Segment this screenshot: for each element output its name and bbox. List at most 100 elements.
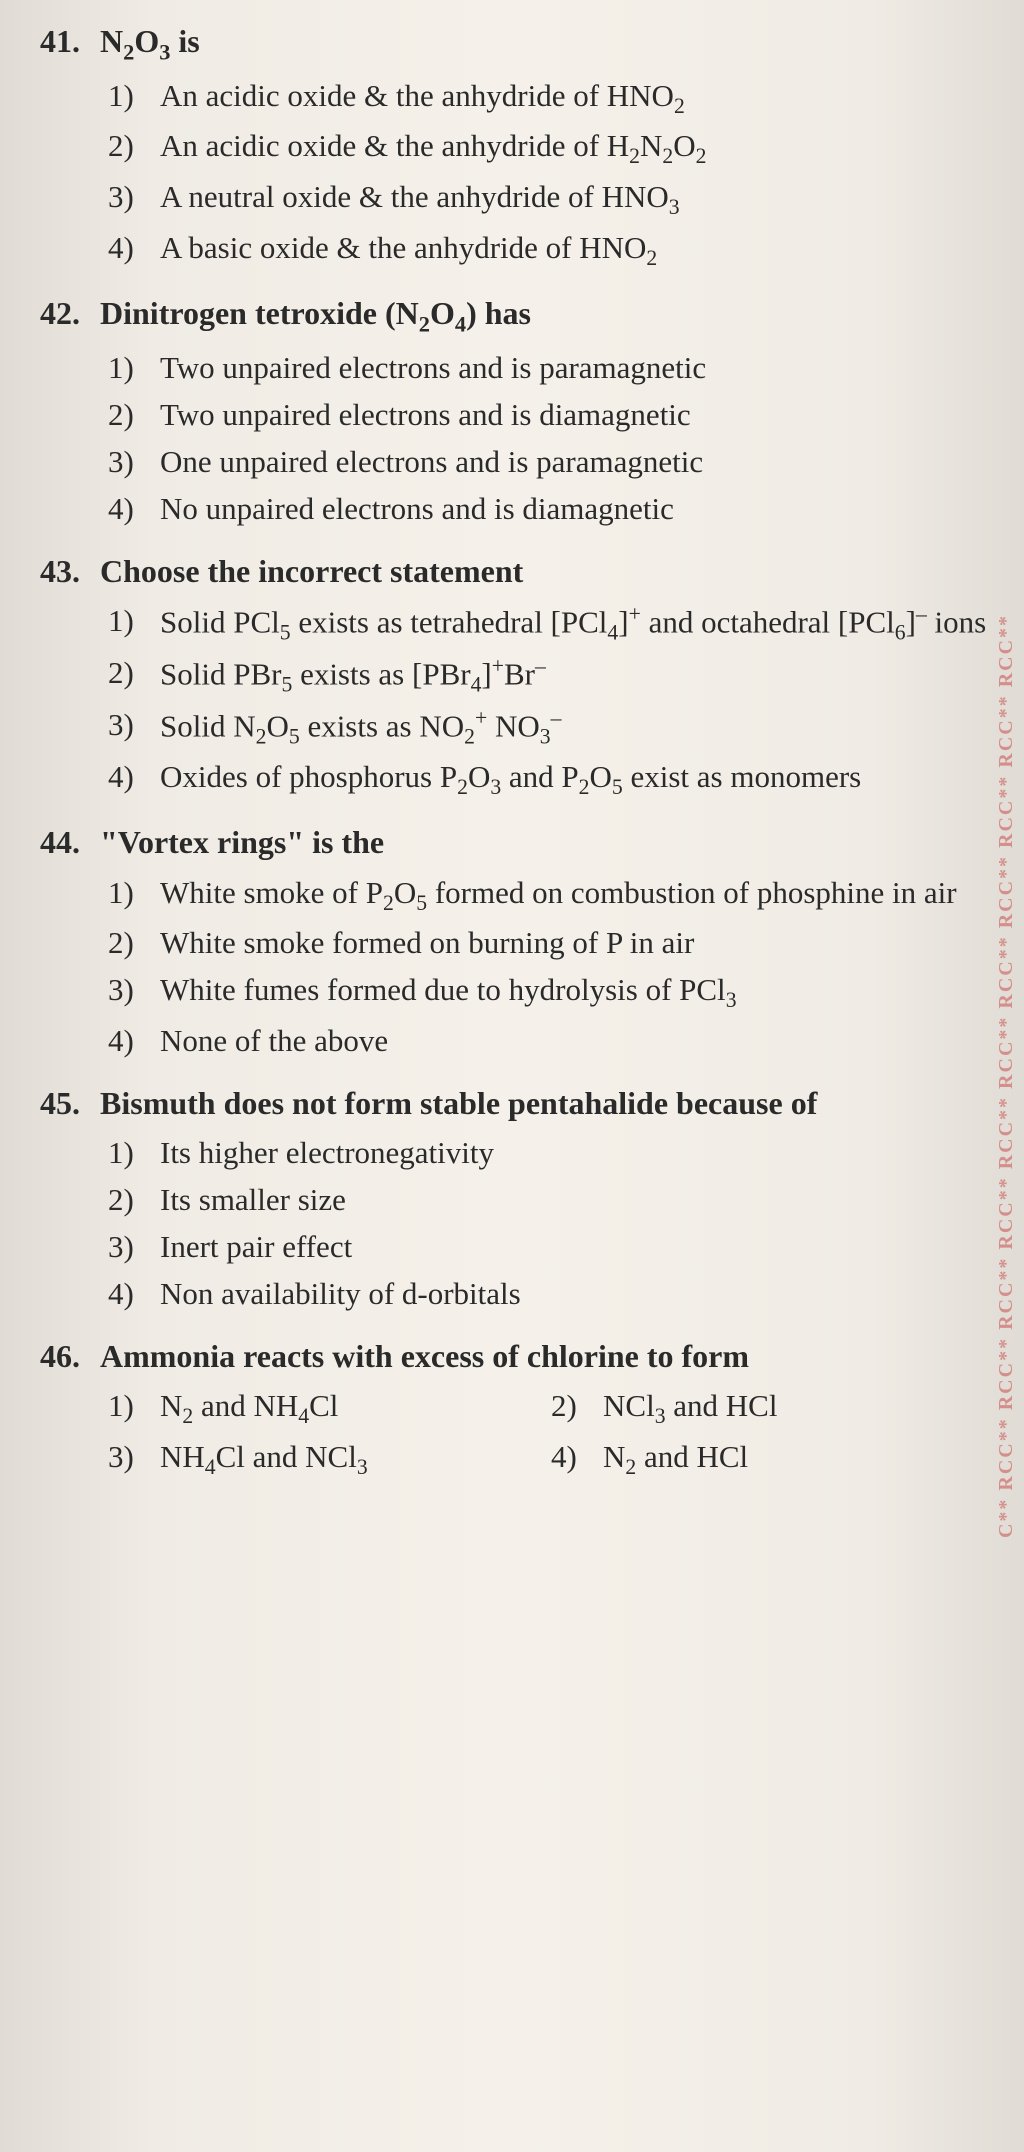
question-number: 42. — [40, 292, 100, 335]
option-number: 1) — [108, 346, 160, 391]
option-number: 2) — [108, 1178, 160, 1223]
option-number: 2) — [551, 1384, 603, 1429]
option-text: Non availability of d-orbitals — [160, 1272, 994, 1317]
question-number: 41. — [40, 20, 100, 63]
question-text: N2O3 is — [100, 20, 994, 68]
option-text: An acidic oxide & the anhydride of H2N2O… — [160, 124, 994, 173]
option: 2)Solid PBr5 exists as [PBr4]+Br– — [108, 651, 994, 701]
option-text: NH4Cl and NCl3 — [160, 1435, 551, 1484]
option: 1)White smoke of P2O5 formed on combusti… — [108, 871, 994, 920]
option-number: 4) — [551, 1435, 603, 1480]
option-text: A neutral oxide & the anhydride of HNO3 — [160, 175, 994, 224]
options-list: 1)Two unpaired electrons and is paramagn… — [108, 346, 994, 532]
question-number: 43. — [40, 550, 100, 593]
question: 44."Vortex rings" is the 1)White smoke of… — [40, 821, 994, 1063]
option-number: 1) — [108, 74, 160, 119]
option-text: Inert pair effect — [160, 1225, 994, 1270]
option-number: 2) — [108, 393, 160, 438]
question-number: 45. — [40, 1082, 100, 1125]
options-list: 1)An acidic oxide & the anhydride of HNO… — [108, 74, 994, 275]
option: 2)An acidic oxide & the anhydride of H2N… — [108, 124, 994, 173]
option-text: Solid N2O5 exists as NO2+ NO3– — [160, 703, 994, 753]
options-list: 1)Solid PCl5 exists as tetrahedral [PCl4… — [108, 599, 994, 804]
question-header: 43.Choose the incorrect statement — [40, 550, 994, 593]
option-number: 4) — [108, 226, 160, 271]
option-text: No unpaired electrons and is diamagnetic — [160, 487, 994, 532]
question-header: 46.Ammonia reacts with excess of chlorin… — [40, 1335, 994, 1378]
option-text: Solid PCl5 exists as tetrahedral [PCl4]+… — [160, 599, 994, 649]
question-header: 45.Bismuth does not form stable pentahal… — [40, 1082, 994, 1125]
option: 2)Its smaller size — [108, 1178, 994, 1223]
option-text: Its smaller size — [160, 1178, 994, 1223]
option: 1)An acidic oxide & the anhydride of HNO… — [108, 74, 994, 123]
question: 43.Choose the incorrect statement1)Solid… — [40, 550, 994, 804]
option: 2)White smoke formed on burning of P in … — [108, 921, 994, 966]
question-header: 41.N2O3 is — [40, 20, 994, 68]
option-text: White smoke of P2O5 formed on combustion… — [160, 871, 994, 920]
option-number: 3) — [108, 1225, 160, 1270]
option: 4)No unpaired electrons and is diamagnet… — [108, 487, 994, 532]
option-number: 1) — [108, 871, 160, 916]
option-number: 3) — [108, 1435, 160, 1480]
option-number: 1) — [108, 599, 160, 644]
option-text: White fumes formed due to hydrolysis of … — [160, 968, 994, 1017]
option-text: N2 and HCl — [603, 1435, 994, 1484]
option-text: White smoke formed on burning of P in ai… — [160, 921, 994, 966]
question-text: Dinitrogen tetroxide (N2O4) has — [100, 292, 994, 340]
option-text: Its higher electronegativity — [160, 1131, 994, 1176]
options-list: 1)Its higher electronegativity2)Its smal… — [108, 1131, 994, 1317]
option-number: 1) — [108, 1384, 160, 1429]
option: 4)None of the above — [108, 1019, 994, 1064]
question-number: 46. — [40, 1335, 100, 1378]
watermark-text: C** RCC** RCC** RCC** RCC** RCC** RCC** … — [995, 614, 1018, 1538]
option: 4)N2 and HCl — [551, 1435, 994, 1484]
question: 45.Bismuth does not form stable pentahal… — [40, 1082, 994, 1317]
option: 1)Two unpaired electrons and is paramagn… — [108, 346, 994, 391]
option: 1)N2 and NH4Cl — [108, 1384, 551, 1433]
option-text: An acidic oxide & the anhydride of HNO2 — [160, 74, 994, 123]
option-text: Oxides of phosphorus P2O3 and P2O5 exist… — [160, 755, 994, 804]
option: 4)Non availability of d-orbitals — [108, 1272, 994, 1317]
option-number: 4) — [108, 1019, 160, 1064]
option: 2)Two unpaired electrons and is diamagne… — [108, 393, 994, 438]
option-number: 2) — [108, 651, 160, 696]
option-number: 4) — [108, 1272, 160, 1317]
option-number: 4) — [108, 487, 160, 532]
questions-container: 41.N2O3 is1)An acidic oxide & the anhydr… — [40, 20, 994, 1485]
page: C** RCC** RCC** RCC** RCC** RCC** RCC** … — [0, 0, 1024, 2152]
option-number: 2) — [108, 124, 160, 169]
options-list: 1)N2 and NH4Cl2)NCl3 and HCl 3)NH4Cl and … — [108, 1384, 994, 1485]
option-text: A basic oxide & the anhydride of HNO2 — [160, 226, 994, 275]
option-number: 3) — [108, 440, 160, 485]
option-number: 3) — [108, 703, 160, 748]
option: 3)One unpaired electrons and is paramagn… — [108, 440, 994, 485]
option-number: 2) — [108, 921, 160, 966]
option: 4)A basic oxide & the anhydride of HNO2 — [108, 226, 994, 275]
question-text: "Vortex rings" is the — [100, 821, 994, 864]
option: 3)A neutral oxide & the anhydride of HNO… — [108, 175, 994, 224]
option-number: 4) — [108, 755, 160, 800]
question-text: Choose the incorrect statement — [100, 550, 994, 593]
question-text: Bismuth does not form stable pentahalide… — [100, 1082, 994, 1125]
option: 3)NH4Cl and NCl3 — [108, 1435, 551, 1484]
option-number: 1) — [108, 1131, 160, 1176]
option-text: Two unpaired electrons and is diamagneti… — [160, 393, 994, 438]
option-text: Solid PBr5 exists as [PBr4]+Br– — [160, 651, 994, 701]
question: 46.Ammonia reacts with excess of chlorin… — [40, 1335, 994, 1486]
question-number: 44. — [40, 821, 100, 864]
options-list: 1)White smoke of P2O5 formed on combusti… — [108, 871, 994, 1064]
option: 3)Solid N2O5 exists as NO2+ NO3– — [108, 703, 994, 753]
option: 4)Oxides of phosphorus P2O3 and P2O5 exi… — [108, 755, 994, 804]
option-text: NCl3 and HCl — [603, 1384, 994, 1433]
option-number: 3) — [108, 968, 160, 1013]
question-header: 44."Vortex rings" is the — [40, 821, 994, 864]
question: 42.Dinitrogen tetroxide (N2O4) has 1)Two … — [40, 292, 994, 531]
option: 3)Inert pair effect — [108, 1225, 994, 1270]
option-text: None of the above — [160, 1019, 994, 1064]
option-text: N2 and NH4Cl — [160, 1384, 551, 1433]
option: 1)Solid PCl5 exists as tetrahedral [PCl4… — [108, 599, 994, 649]
option-number: 3) — [108, 175, 160, 220]
option-text: Two unpaired electrons and is paramagnet… — [160, 346, 994, 391]
option: 3)White fumes formed due to hydrolysis o… — [108, 968, 994, 1017]
question-text: Ammonia reacts with excess of chlorine t… — [100, 1335, 994, 1378]
